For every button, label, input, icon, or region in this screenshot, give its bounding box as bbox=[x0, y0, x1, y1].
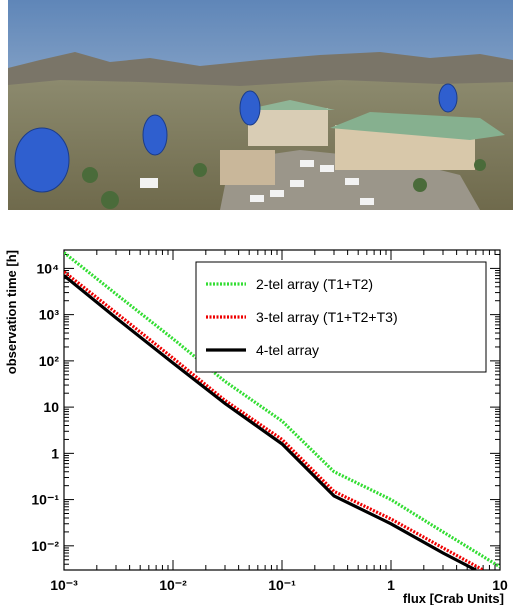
series-line bbox=[64, 251, 500, 569]
y-tick-label: 10 bbox=[43, 399, 59, 415]
y-tick-label: 10⁻² bbox=[31, 538, 59, 554]
y-tick-label: 10⁻¹ bbox=[31, 492, 59, 508]
series-line bbox=[64, 274, 477, 570]
y-tick-label: 10³ bbox=[39, 307, 60, 323]
x-tick-label: 10⁻³ bbox=[50, 577, 78, 593]
legend-label: 2-tel array (T1+T2) bbox=[256, 276, 373, 292]
x-axis-label: flux [Crab Units] bbox=[403, 591, 504, 605]
legend-label: 3-tel array (T1+T2+T3) bbox=[256, 309, 398, 325]
series-line bbox=[64, 270, 484, 570]
legend-label: 4-tel array bbox=[256, 342, 319, 358]
legend-box bbox=[195, 261, 487, 373]
x-tick-label: 10⁻² bbox=[159, 577, 187, 593]
x-tick-label: 1 bbox=[387, 577, 395, 593]
chart: 10⁻³ 10⁻² 10⁻¹ 1 10 10⁻² 10⁻¹ 1 10 10² 10³ 10⁴ flux … bbox=[4, 249, 508, 606]
y-tick-label: 10⁴ bbox=[37, 260, 60, 276]
y-tick-label: 1 bbox=[51, 445, 59, 461]
x-tick-label: 10 bbox=[492, 577, 508, 593]
y-tick-label: 10² bbox=[39, 353, 60, 369]
x-tick-label: 10⁻¹ bbox=[268, 577, 296, 593]
y-axis-label: observation time [h] bbox=[4, 250, 19, 374]
site-photo bbox=[8, 0, 513, 210]
